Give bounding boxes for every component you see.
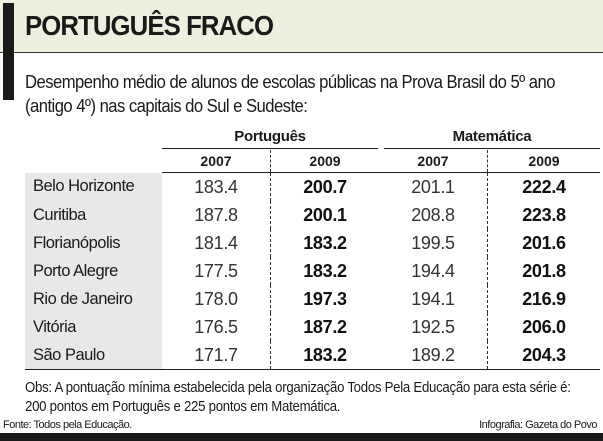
score-cell: 189.2 (379, 341, 488, 370)
table-row: Belo Horizonte 183.4 200.7 201.1 222.4 (25, 172, 600, 201)
score-cell: 192.5 (379, 313, 488, 341)
accent-bar (3, 3, 14, 100)
score-cell: 200.1 (303, 204, 347, 225)
table-row: Florianópolis 181.4 183.2 199.5 201.6 (25, 229, 600, 257)
city-cell: Florianópolis (25, 229, 162, 257)
city-cell: Vitória (25, 313, 162, 341)
source: Fonte: Todos pela Educação. (3, 419, 132, 431)
score-cell: 200.7 (303, 176, 347, 197)
year-header: 2009 (270, 150, 379, 173)
score-cell: 197.3 (303, 288, 347, 309)
score-cell: 187.2 (303, 316, 347, 337)
score-cell: 183.2 (270, 341, 379, 370)
score-cell: 171.7 (162, 341, 271, 370)
score-cell: 204.3 (487, 341, 600, 370)
score-cell: 206.0 (522, 316, 566, 337)
score-cell: 208.8 (379, 201, 488, 229)
city-cell: São Paulo (25, 341, 162, 370)
table-row: São Paulo 171.7 183.2 189.2 204.3 (25, 341, 600, 370)
year-header: 2007 (162, 150, 271, 173)
credit: Infografia: Gazeta do Povo (479, 419, 597, 431)
score-cell: 183.2 (303, 260, 347, 281)
score-cell: 222.4 (522, 176, 566, 197)
table-row: Curitiba 187.8 200.1 208.8 223.8 (25, 201, 600, 229)
city-cell: Belo Horizonte (25, 172, 162, 201)
score-cell: 176.5 (162, 313, 271, 341)
score-cell: 201.6 (522, 232, 566, 253)
score-cell: 178.0 (162, 285, 271, 313)
city-cell: Curitiba (25, 201, 162, 229)
score-cell: 187.8 (162, 201, 271, 229)
score-cell: 183.4 (162, 172, 271, 201)
score-cell: 201.1 (379, 172, 488, 201)
score-cell: 201.8 (522, 260, 566, 281)
title: PORTUGUÊS FRACO (25, 10, 274, 41)
group-header-portugues: Português (162, 128, 378, 149)
score-cell: 177.5 (162, 257, 271, 285)
empty-header (25, 150, 162, 173)
year-header: 2009 (487, 150, 600, 173)
table-row: Vitória 176.5 187.2 192.5 206.0 (25, 313, 600, 341)
note: Obs: A pontuação mínima estabelecida pel… (25, 379, 571, 415)
score-cell: 181.4 (162, 229, 271, 257)
score-cell: 216.9 (522, 288, 566, 309)
score-cell: 199.5 (379, 229, 488, 257)
scores-table: 2007 2009 2007 2009 Belo Horizonte 183.4 2… (25, 150, 600, 370)
footer-bar (0, 433, 603, 441)
group-header-matematica: Matemática (384, 128, 600, 149)
city-cell: Porto Alegre (25, 257, 162, 285)
subtitle: Desempenho médio de alunos de escolas pú… (25, 71, 555, 116)
score-cell: 194.4 (379, 257, 488, 285)
table-row: Rio de Janeiro 178.0 197.3 194.1 216.9 (25, 285, 600, 313)
score-cell: 183.2 (303, 232, 347, 253)
year-header: 2007 (379, 150, 488, 173)
score-cell: 223.8 (522, 204, 566, 225)
title-band (0, 0, 603, 53)
year-header-row: 2007 2009 2007 2009 (25, 150, 600, 173)
score-cell: 194.1 (379, 285, 488, 313)
table-row: Porto Alegre 177.5 183.2 194.4 201.8 (25, 257, 600, 285)
city-cell: Rio de Janeiro (25, 285, 162, 313)
